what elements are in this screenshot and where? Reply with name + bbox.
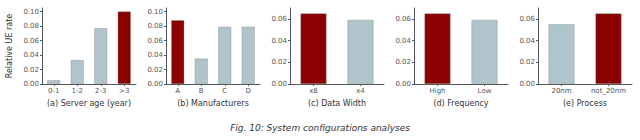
- svg-text:(b) Manufacturers: (b) Manufacturers: [177, 99, 249, 108]
- svg-text:2-3: 2-3: [95, 87, 106, 95]
- svg-text:Relative UE rate: Relative UE rate: [5, 14, 14, 79]
- svg-text:0.00: 0.00: [23, 80, 39, 88]
- svg-text:A: A: [175, 87, 180, 95]
- svg-text:0.00: 0.00: [147, 80, 163, 88]
- svg-text:0.00: 0.00: [271, 80, 287, 88]
- svg-text:0.06: 0.06: [395, 15, 411, 23]
- svg-text:0.10: 0.10: [147, 8, 163, 16]
- svg-text:0.06: 0.06: [23, 37, 39, 45]
- svg-text:C: C: [222, 87, 227, 95]
- svg-text:20nm: 20nm: [551, 87, 571, 95]
- svg-text:0.00: 0.00: [395, 80, 411, 88]
- svg-text:Low: Low: [478, 87, 492, 95]
- svg-text:Fig. 10: System configurations: Fig. 10: System configurations analyses: [230, 123, 410, 133]
- svg-text:D: D: [246, 87, 251, 95]
- svg-text:x4: x4: [356, 87, 365, 95]
- svg-text:0-1: 0-1: [48, 87, 59, 95]
- svg-text:0.02: 0.02: [395, 58, 411, 66]
- svg-text:not_20nm: not_20nm: [591, 87, 626, 95]
- svg-text:0.04: 0.04: [395, 37, 411, 45]
- svg-text:0.04: 0.04: [271, 37, 287, 45]
- svg-text:(d) Frequency: (d) Frequency: [433, 99, 488, 108]
- svg-text:1-2: 1-2: [72, 87, 83, 95]
- svg-text:B: B: [199, 87, 204, 95]
- svg-text:0.06: 0.06: [271, 15, 287, 23]
- svg-text:x8: x8: [309, 87, 318, 95]
- svg-text:0.04: 0.04: [147, 51, 163, 59]
- svg-text:0.00: 0.00: [519, 80, 535, 88]
- svg-text:0.02: 0.02: [23, 66, 39, 74]
- svg-text:0.04: 0.04: [23, 51, 39, 59]
- svg-text:(a) Server age (year): (a) Server age (year): [47, 99, 131, 108]
- svg-text:0.08: 0.08: [147, 22, 163, 30]
- svg-text:0.02: 0.02: [147, 66, 163, 74]
- svg-text:(c) Data Width: (c) Data Width: [308, 99, 366, 108]
- svg-text:0.08: 0.08: [23, 22, 39, 30]
- svg-text:0.02: 0.02: [519, 58, 535, 66]
- svg-text:High: High: [429, 87, 445, 95]
- svg-text:0.02: 0.02: [271, 58, 287, 66]
- svg-text:(e) Process: (e) Process: [563, 99, 607, 108]
- svg-text:0.06: 0.06: [519, 15, 535, 23]
- svg-text:0.04: 0.04: [519, 37, 535, 45]
- svg-text:>3: >3: [119, 87, 129, 95]
- svg-text:0.06: 0.06: [147, 37, 163, 45]
- svg-text:0.10: 0.10: [23, 8, 39, 16]
